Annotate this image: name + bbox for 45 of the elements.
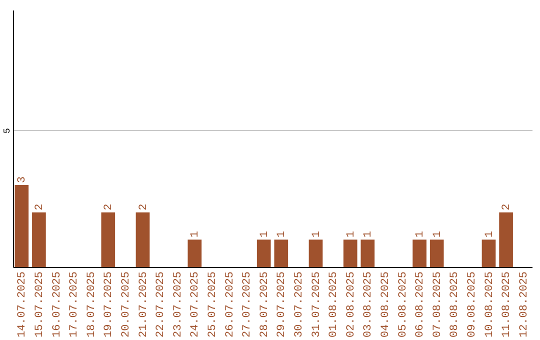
data-label: 1 xyxy=(362,230,375,238)
y-tick-label: 5 xyxy=(2,128,12,134)
x-tick-label: 14.07.2025 xyxy=(16,272,29,338)
x-tick-label: 30.07.2025 xyxy=(293,272,306,338)
data-label: 2 xyxy=(501,204,514,210)
x-tick-label: 31.07.2025 xyxy=(310,272,323,338)
x-tick-label: 26.07.2025 xyxy=(224,272,236,338)
x-tick-label: 06.08.2025 xyxy=(414,272,427,338)
x-tick-label: 09.08.2025 xyxy=(466,272,478,338)
x-tick-label: 20.07.2025 xyxy=(120,272,132,338)
x-tick-label: 28.07.2025 xyxy=(258,272,271,338)
x-tick-label: 22.07.2025 xyxy=(155,272,168,338)
x-tick-label: 02.08.2025 xyxy=(345,272,358,338)
data-label: 1 xyxy=(432,230,444,238)
data-label: 1 xyxy=(258,230,271,238)
x-tick-label: 05.08.2025 xyxy=(397,272,410,338)
data-label: 2 xyxy=(34,204,46,210)
x-tick-label: 11.08.2025 xyxy=(501,272,514,338)
x-tick-label: 17.07.2025 xyxy=(68,272,81,338)
x-tick-label: 23.07.2025 xyxy=(172,272,184,338)
x-tick-label: 21.07.2025 xyxy=(138,272,150,338)
data-label: 3 xyxy=(16,176,29,183)
data-label: 1 xyxy=(276,230,288,238)
x-tick-label: 16.07.2025 xyxy=(51,272,64,338)
x-tick-label: 29.07.2025 xyxy=(276,272,288,338)
data-label: 2 xyxy=(138,204,150,210)
x-tick-label: 04.08.2025 xyxy=(380,272,392,338)
x-tick-label: 12.08.2025 xyxy=(518,272,530,338)
data-label: 2 xyxy=(103,204,116,210)
x-tick-label: 24.07.2025 xyxy=(190,272,202,338)
x-tick-label: 27.07.2025 xyxy=(242,272,254,338)
x-tick-label: 01.08.2025 xyxy=(328,272,340,338)
x-tick-label: 19.07.2025 xyxy=(103,272,116,338)
data-label: 1 xyxy=(414,230,427,238)
x-tick-label: 25.07.2025 xyxy=(206,272,219,338)
x-tick-label: 10.08.2025 xyxy=(484,272,496,338)
data-label: 1 xyxy=(345,230,358,238)
x-tick-label: 15.07.2025 xyxy=(34,272,46,338)
x-tick-label: 07.08.2025 xyxy=(432,272,444,338)
x-tick-label: 03.08.2025 xyxy=(362,272,375,338)
data-label: 1 xyxy=(310,230,323,238)
data-label: 1 xyxy=(484,230,496,238)
data-label: 1 xyxy=(190,230,202,238)
x-tick-label: 18.07.2025 xyxy=(86,272,98,338)
x-tick-label: 08.08.2025 xyxy=(449,272,462,338)
